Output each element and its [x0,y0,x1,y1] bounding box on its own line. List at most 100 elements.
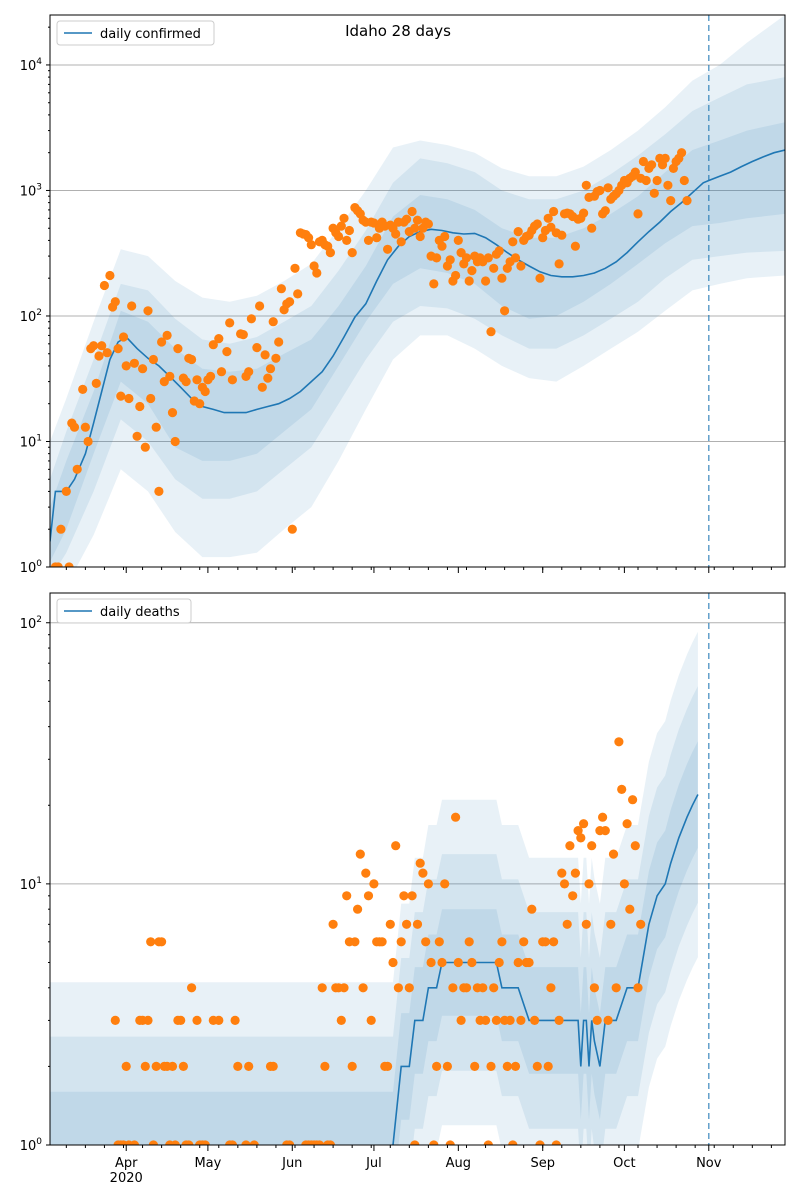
data-point [513,957,523,968]
data-point [339,983,349,993]
data-point [293,289,303,299]
data-point [192,375,202,385]
data-point [97,341,107,351]
data-point [121,1061,131,1071]
data-point [176,1015,186,1025]
data-point [660,153,670,163]
data-point [377,937,387,947]
data-point [587,841,597,851]
data-point [241,1140,251,1145]
fit-line [392,794,699,1145]
data-point [407,206,417,217]
uncertainty-band-3 [50,631,698,1145]
data-point [617,784,627,795]
data-point [663,180,673,190]
data-point [432,1061,442,1071]
data-point [584,879,594,889]
y-tick-label: 102 [20,615,42,632]
data-point [200,1140,210,1145]
data-point [573,826,583,836]
data-point [124,393,134,404]
y-tick-label: 101 [20,433,42,450]
data-point [682,196,692,206]
data-point [143,306,153,316]
data-point [595,185,605,196]
data-point [508,1140,518,1145]
data-point [606,919,616,929]
data-point [538,233,548,243]
data-point [502,1061,512,1071]
data-point [271,353,281,363]
data-point [489,983,499,993]
data-point [388,957,398,968]
data-point [442,1061,452,1071]
data-point [464,937,474,947]
uncertainty-band-2 [50,686,698,1145]
data-point [396,937,406,947]
data-point [630,167,640,177]
data-point [165,371,175,381]
data-point [246,314,256,324]
data-point [304,233,314,243]
data-point [162,330,172,340]
data-point [350,937,360,947]
uncertainty-band-2 [50,77,785,567]
data-point [423,219,433,229]
data-point [132,431,142,441]
data-point [369,879,379,889]
x-tick-label: Apr [115,1156,138,1171]
data-point [230,1015,240,1025]
data-point [127,301,137,311]
data-point [581,180,591,190]
data-point [467,266,477,276]
data-point [227,1140,237,1145]
data-point [274,337,284,347]
data-point [513,227,523,237]
data-point [524,957,534,968]
data-point [614,737,624,747]
x-tick-label: May [194,1156,221,1171]
plot-area [50,15,785,567]
data-point [110,297,120,307]
data-point [99,280,109,291]
data-point [410,223,420,233]
data-point [402,214,412,224]
data-point [358,983,368,993]
data-point [461,253,472,263]
data-point [491,1015,501,1025]
data-point [532,1061,542,1071]
data-point [113,344,123,354]
data-point [252,343,262,353]
data-point [598,812,608,822]
data-point [328,919,338,929]
data-point [214,1015,224,1025]
data-point [432,253,442,263]
data-point [320,1061,330,1071]
data-point [214,334,224,344]
legend: daily deaths [56,598,192,624]
data-point [603,183,613,193]
data-point [461,983,472,993]
data-point [445,255,455,265]
data-point [407,891,417,901]
data-point [508,237,518,247]
y-tick-label: 100 [20,559,43,576]
data-point [334,231,344,242]
data-point [410,1140,420,1145]
data-point [64,562,74,567]
data-point [143,1015,153,1025]
data-point [146,393,156,404]
x-tick-label: Oct [613,1156,635,1171]
data-point [265,364,276,374]
data-point [167,408,178,418]
data-point [467,957,477,968]
data-point [581,919,591,929]
data-point [570,241,581,251]
data-point [255,301,265,311]
data-point [638,156,649,167]
x-tick-label: Aug [446,1156,471,1171]
data-point [309,261,319,271]
data-point [146,937,156,947]
data-point [225,318,235,328]
